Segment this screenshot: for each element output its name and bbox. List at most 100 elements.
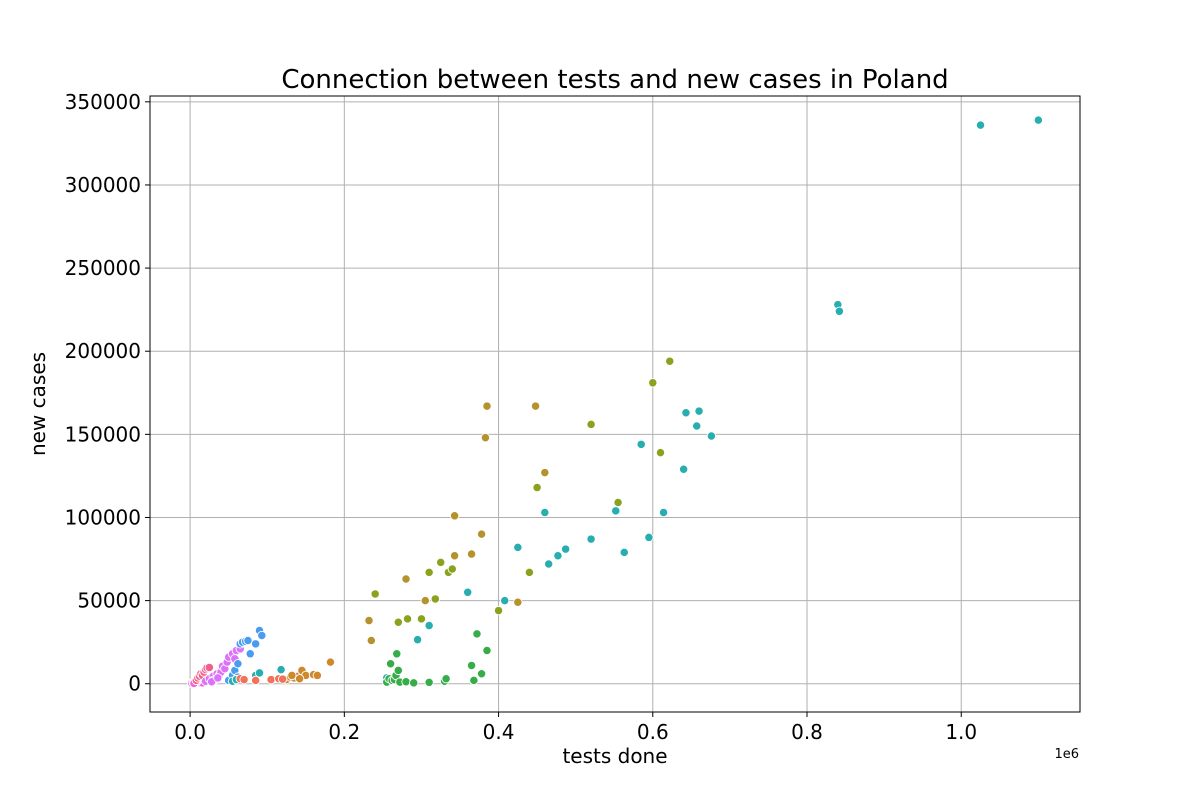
y-tick-label: 0: [128, 672, 141, 696]
data-point: [524, 567, 535, 577]
data-point: [393, 617, 403, 627]
data-point: [254, 668, 265, 678]
data-point: [266, 674, 276, 685]
data-point: [409, 678, 419, 688]
data-point: [436, 557, 446, 568]
x-tick-label: 0.4: [483, 720, 515, 744]
data-point: [325, 657, 336, 667]
data-point: [424, 620, 434, 631]
x-axis-ticks: 0.0 0.2 0.4 0.6 0.8 1.0: [174, 712, 977, 744]
data-point: [692, 421, 702, 431]
x-tick-label: 0.6: [637, 720, 669, 744]
data-point: [532, 482, 542, 493]
data-point: [975, 120, 986, 130]
data-point: [294, 674, 305, 684]
data-point: [424, 567, 434, 577]
data-point: [364, 615, 374, 626]
y-tick-label: 50000: [77, 589, 141, 613]
x-tick-label: 0.0: [174, 720, 206, 744]
data-point: [586, 419, 596, 430]
data-point: [834, 306, 845, 316]
data-point: [586, 534, 596, 544]
data-point: [213, 673, 223, 683]
data-point: [544, 559, 554, 569]
data-point: [613, 497, 623, 508]
data-point: [441, 674, 451, 684]
data-point: [466, 660, 477, 671]
data-point: [430, 594, 440, 604]
data-point: [243, 635, 253, 646]
data-point: [424, 677, 434, 688]
x-tick-label: 1.0: [945, 720, 977, 744]
data-point: [655, 447, 666, 458]
data-point: [694, 406, 704, 416]
data-point: [513, 542, 523, 553]
y-axis-label: new cases: [26, 352, 50, 456]
data-point: [204, 662, 215, 673]
data-point: [1033, 115, 1044, 125]
data-point: [619, 547, 629, 558]
data-point: [472, 629, 482, 639]
data-point: [678, 464, 689, 474]
data-point: [540, 507, 550, 518]
data-point: [401, 677, 411, 687]
data-point: [476, 529, 487, 539]
data-point: [287, 670, 297, 681]
data-point: [480, 433, 491, 443]
data-point: [560, 544, 571, 554]
data-point: [250, 675, 261, 686]
y-tick-label: 350000: [65, 90, 141, 114]
data-point: [447, 564, 457, 574]
data-point: [476, 669, 487, 679]
data-point: [276, 664, 286, 675]
plot-frame: [149, 95, 1081, 713]
data-point: [401, 574, 411, 584]
data-point: [553, 551, 563, 561]
data-point: [250, 639, 261, 649]
x-axis-offset-label: 1e6: [1054, 747, 1079, 762]
x-tick-label: 0.2: [328, 720, 360, 744]
data-point: [233, 659, 243, 669]
data-point: [665, 356, 675, 366]
data-point: [239, 674, 249, 685]
x-tick-label: 0.8: [791, 720, 823, 744]
data-point: [648, 378, 658, 388]
data-point: [658, 507, 669, 518]
y-tick-label: 250000: [65, 256, 141, 280]
y-tick-label: 300000: [65, 173, 141, 197]
data-points: [186, 115, 1044, 689]
data-point: [257, 630, 267, 641]
x-axis-label: tests done: [562, 744, 667, 768]
data-point: [393, 665, 403, 676]
data-point: [482, 401, 492, 411]
data-point: [644, 532, 654, 543]
data-point: [402, 614, 413, 624]
data-point: [245, 649, 255, 659]
grid-lines: [150, 96, 1080, 712]
data-point: [493, 605, 504, 616]
data-point: [611, 506, 621, 516]
data-point: [277, 674, 288, 684]
data-point: [482, 645, 492, 656]
data-point: [420, 595, 430, 606]
data-point: [469, 675, 479, 686]
data-point: [449, 511, 460, 521]
chart-title: Connection between tests and new cases i…: [281, 65, 948, 95]
data-point: [706, 431, 717, 441]
data-point: [636, 439, 646, 449]
data-point: [463, 587, 473, 597]
data-point: [366, 635, 376, 646]
data-point: [530, 401, 541, 411]
y-axis-ticks: 0 50000 100000 150000 200000 250000 300000 3500…: [65, 90, 150, 696]
data-point: [449, 551, 460, 561]
data-point: [416, 614, 427, 624]
data-point: [466, 549, 477, 559]
data-point: [392, 649, 402, 659]
data-point: [312, 670, 322, 681]
data-point: [412, 635, 423, 645]
data-point: [500, 595, 510, 606]
y-tick-label: 200000: [65, 339, 141, 363]
data-point: [681, 408, 691, 418]
data-point: [370, 589, 380, 599]
